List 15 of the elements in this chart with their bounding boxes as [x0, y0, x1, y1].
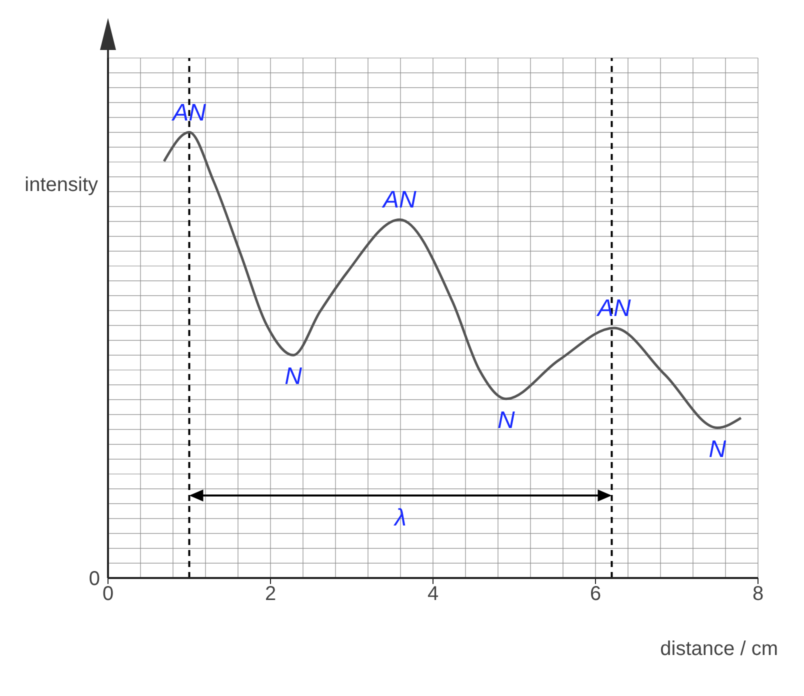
annotation: N — [497, 406, 516, 434]
x-tick-label: 6 — [590, 583, 602, 606]
annotation: λ — [392, 504, 406, 532]
annotation: AN — [170, 99, 207, 126]
x-axis-title: distance / cm — [660, 638, 778, 661]
annotation: N — [708, 436, 727, 463]
annotation: AN — [596, 294, 632, 322]
annotation: N — [284, 363, 303, 390]
text: 0 — [88, 568, 100, 590]
x-tick-label: 2 — [264, 583, 276, 606]
x-tick-label: 8 — [752, 583, 764, 606]
x-tick-label: 0 — [102, 583, 114, 606]
y-axis-title: intensity — [24, 174, 98, 197]
annotation: AN — [381, 186, 418, 214]
x-tick-label: 4 — [427, 583, 439, 606]
